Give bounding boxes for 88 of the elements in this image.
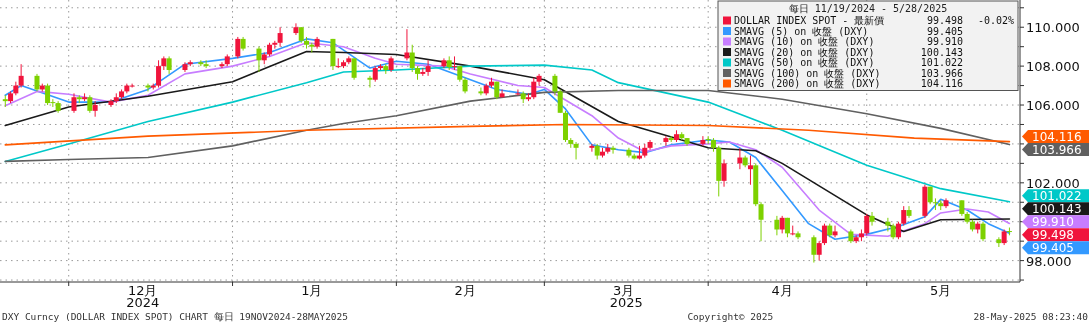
data-label: 104.116 bbox=[1032, 130, 1082, 145]
legend-title: 每日 11/19/2024 - 5/28/2025 bbox=[788, 3, 948, 14]
candlestick bbox=[721, 158, 727, 188]
data-label: 103.966 bbox=[1032, 143, 1082, 158]
candlestick bbox=[573, 141, 579, 160]
candlestick bbox=[71, 92, 77, 114]
candlestick bbox=[589, 143, 595, 153]
data-label: 99.910 bbox=[1032, 215, 1074, 230]
text: 99.498 bbox=[926, 15, 963, 26]
candlestick bbox=[478, 87, 484, 96]
candlestick bbox=[235, 36, 241, 59]
candlestick bbox=[774, 215, 780, 236]
candlestick bbox=[906, 205, 912, 219]
legend-label: SMAVG (50) on 收盤 (DXY) bbox=[734, 57, 875, 68]
legend-label: SMAVG (10) on 收盤 (DXY) bbox=[734, 36, 875, 47]
x-tick-label: 5月 bbox=[930, 283, 952, 298]
candlestick bbox=[18, 63, 24, 89]
text: 2025 bbox=[609, 295, 643, 310]
candlestick bbox=[367, 75, 373, 89]
data-label: 100.143 bbox=[1032, 202, 1082, 217]
text: 103.966 bbox=[920, 67, 963, 79]
candlestick bbox=[832, 225, 838, 238]
candlestick bbox=[980, 221, 986, 242]
legend-label: SMAVG (5) on 收盤 (DXY) bbox=[734, 25, 869, 37]
legend-label: SMAVG (200) on 收盤 (DXY) bbox=[734, 78, 881, 89]
candlestick bbox=[552, 73, 558, 96]
candlestick bbox=[293, 22, 299, 36]
candlestick bbox=[700, 135, 706, 147]
line-series bbox=[4, 123, 1011, 146]
candlestick bbox=[256, 46, 262, 73]
legend-label: DOLLAR INDEX SPOT - 最新價 bbox=[734, 15, 885, 26]
x-tick-label: 4月 bbox=[771, 283, 793, 298]
candlestick bbox=[932, 197, 938, 211]
text: 100.143 bbox=[920, 46, 963, 58]
x-tick-label: 12月 bbox=[127, 283, 158, 298]
candlestick bbox=[531, 77, 537, 100]
candlestick bbox=[351, 57, 357, 81]
y-tick-label: 106.000 bbox=[1026, 98, 1080, 114]
candlestick bbox=[425, 59, 431, 77]
candlestick bbox=[409, 44, 415, 73]
x-tick-label: 2月 bbox=[454, 283, 476, 298]
candlestick bbox=[610, 145, 616, 155]
candlestick bbox=[203, 59, 209, 69]
candlestick bbox=[156, 59, 162, 89]
y-tick-label: 98.000 bbox=[1026, 253, 1072, 269]
candlestick bbox=[145, 83, 151, 92]
candlestick bbox=[557, 88, 563, 114]
candlestick bbox=[996, 236, 1002, 248]
candlestick bbox=[795, 230, 801, 240]
candlestick bbox=[901, 205, 907, 227]
text: 99.910 bbox=[926, 36, 963, 47]
data-label: 99.405 bbox=[1032, 241, 1074, 256]
candlestick bbox=[811, 234, 817, 264]
candlestick bbox=[515, 88, 521, 96]
candlestick bbox=[499, 88, 505, 98]
candlestick bbox=[816, 240, 822, 262]
candlestick bbox=[869, 211, 875, 227]
candlestick bbox=[277, 26, 283, 48]
candlestick bbox=[335, 57, 341, 69]
candlestick bbox=[885, 217, 891, 232]
x-tick-label: 1月 bbox=[301, 283, 323, 298]
candlestick bbox=[663, 135, 669, 147]
candlestick bbox=[219, 61, 225, 69]
y-tick-label: 110.000 bbox=[1026, 20, 1080, 36]
annotation: -0.02% bbox=[977, 15, 1014, 26]
legend-label: SMAVG (20) on 收盤 (DXY) bbox=[734, 46, 875, 58]
data-label: 101.022 bbox=[1032, 189, 1082, 204]
text: 99.405 bbox=[926, 25, 963, 37]
text: Copyright© 2025 bbox=[687, 311, 774, 322]
candlestick bbox=[864, 213, 870, 236]
text: DXY Curncy (DOLLAR INDEX SPOT) CHART 每日 19NOV2024-28MAY2025 bbox=[2, 311, 349, 322]
candlestick bbox=[45, 83, 51, 106]
candlestick bbox=[92, 100, 98, 118]
candlestick bbox=[108, 98, 114, 108]
y-tick-label: 102.000 bbox=[1026, 175, 1080, 191]
candlestick bbox=[821, 223, 827, 246]
text: 104.116 bbox=[920, 78, 963, 89]
legend-label: SMAVG (100) on 收盤 (DXY) bbox=[734, 67, 881, 79]
candlestick bbox=[747, 155, 753, 186]
y-tick-label: 108.000 bbox=[1026, 59, 1080, 75]
text: 99.498 bbox=[1032, 228, 1074, 243]
text: 28-May-2025 08:23:40 bbox=[973, 311, 1089, 322]
candlestick bbox=[758, 201, 764, 242]
text: 101.022 bbox=[920, 57, 963, 68]
candlestick bbox=[536, 73, 542, 87]
text: 2024 bbox=[126, 295, 160, 310]
x-tick-label: 3月 bbox=[612, 283, 635, 298]
candlestick bbox=[452, 55, 458, 71]
